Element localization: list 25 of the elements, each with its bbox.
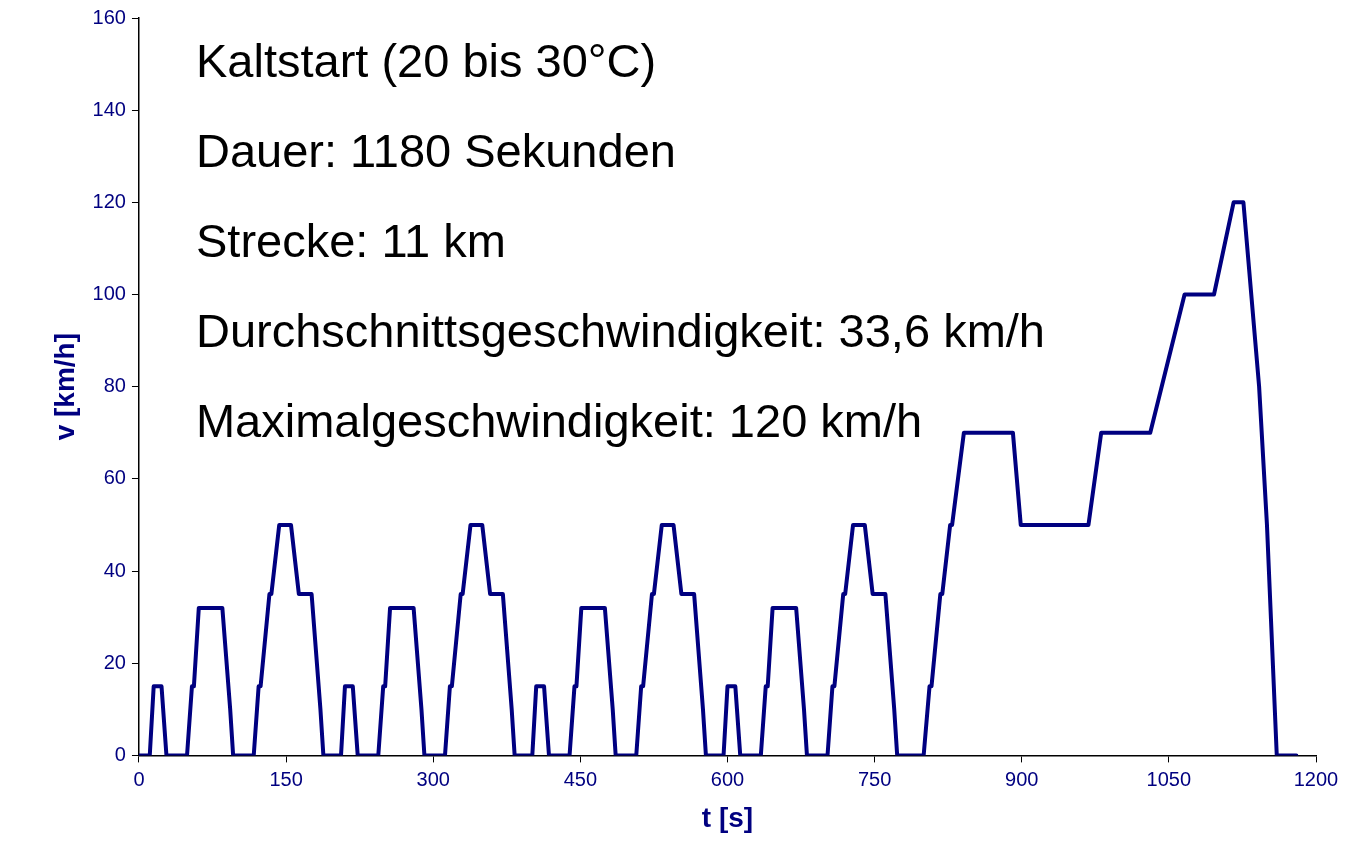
x-tick-label: 450 xyxy=(563,767,598,790)
x-tick-label: 1200 xyxy=(1293,767,1339,790)
x-tick-label: 300 xyxy=(416,767,450,790)
annotation: Maximalgeschwindigkeit: 120 km/h xyxy=(195,393,923,447)
x-tick-label: 1050 xyxy=(1146,767,1192,790)
y-tick-label: 0 xyxy=(114,742,126,765)
y-tick-label: 140 xyxy=(92,97,126,120)
y-tick-label: 120 xyxy=(92,189,126,212)
y-tick-label: 100 xyxy=(92,282,126,305)
x-tick-label: 600 xyxy=(710,767,745,790)
y-tick-label: 160 xyxy=(92,5,126,28)
y-tick-label: 80 xyxy=(103,374,126,397)
x-tick-label: 900 xyxy=(1005,767,1039,790)
annotation: Strecke: 11 km xyxy=(195,213,506,267)
x-tick-label: 0 xyxy=(133,767,145,790)
y-tick-label: 40 xyxy=(103,558,126,581)
annotation: Dauer: 1180 Sekunden xyxy=(195,123,676,177)
x-tick-label: 750 xyxy=(857,767,892,790)
y-tick-label: 60 xyxy=(103,466,126,489)
y-axis-title: v [km/h] xyxy=(48,333,80,441)
x-axis-title: t [s] xyxy=(701,801,754,833)
annotation: Kaltstart (20 bis 30°C) xyxy=(195,33,657,87)
y-tick-label: 20 xyxy=(103,650,126,673)
annotation: Durchschnittsgeschwindigkeit: 33,6 km/h xyxy=(195,303,1045,357)
x-tick-label: 150 xyxy=(269,767,303,790)
